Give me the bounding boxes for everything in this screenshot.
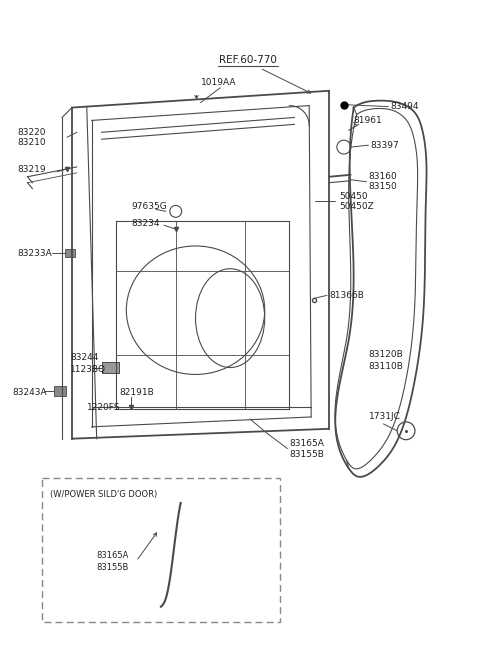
Text: 83155B: 83155B (96, 563, 129, 572)
Text: 83397: 83397 (371, 141, 399, 149)
Text: 83233A: 83233A (18, 250, 52, 258)
Text: 81961: 81961 (354, 116, 383, 125)
Text: 1220FS: 1220FS (87, 403, 120, 411)
Bar (42, 478, 279, 622)
Text: REF.60-770: REF.60-770 (219, 55, 277, 65)
Text: 1019AA: 1019AA (201, 79, 236, 87)
Text: 83243A: 83243A (12, 388, 48, 397)
Text: 83165A: 83165A (96, 551, 129, 560)
Text: (W/POWER SILD'G DOOR): (W/POWER SILD'G DOOR) (50, 489, 157, 498)
Text: 83165A: 83165A (289, 439, 324, 448)
Text: 83150: 83150 (369, 182, 397, 191)
Text: 82191B: 82191B (120, 388, 154, 397)
Text: 50450: 50450 (339, 192, 368, 201)
Text: 83494: 83494 (390, 102, 419, 111)
Text: 1123BQ: 1123BQ (70, 365, 106, 374)
Text: 97635G: 97635G (131, 202, 167, 211)
Text: 83160: 83160 (369, 172, 397, 181)
Text: 81366B: 81366B (329, 291, 364, 300)
Text: 1731JC: 1731JC (369, 413, 400, 421)
Text: 83219: 83219 (18, 165, 46, 174)
Text: 83220: 83220 (18, 128, 46, 137)
Bar (54, 386, 66, 396)
Text: 83110B: 83110B (369, 362, 403, 371)
Bar (65, 249, 75, 257)
Text: 83234: 83234 (131, 219, 160, 228)
Text: 83155B: 83155B (289, 450, 324, 459)
Text: 83244: 83244 (70, 353, 98, 362)
Text: 83210: 83210 (18, 138, 46, 147)
Text: 83120B: 83120B (369, 350, 403, 359)
Bar (102, 362, 120, 373)
Text: 50450Z: 50450Z (339, 202, 373, 211)
